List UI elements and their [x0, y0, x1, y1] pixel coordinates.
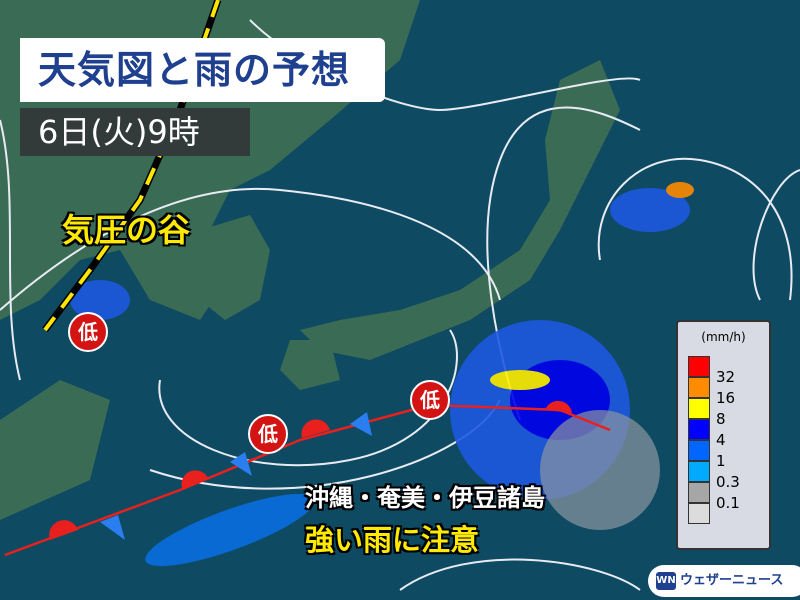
weathernews-logo: WN ウェザーニュース — [648, 565, 800, 597]
legend-swatch — [688, 419, 710, 440]
legend-tick-label: 8 — [716, 410, 726, 428]
trough-label: 気圧の谷 — [62, 211, 191, 249]
land-japan — [300, 60, 620, 360]
legend-tick-label: 0.3 — [716, 473, 740, 491]
warning-label: 強い雨に注意 — [305, 523, 480, 557]
legend-swatch — [688, 377, 710, 398]
low-pressure-marker: 低 — [410, 380, 450, 420]
legend-swatch — [688, 356, 710, 377]
rain-areas — [70, 182, 694, 567]
land-kyushu — [280, 340, 340, 390]
map-title: 天気図と雨の予想 — [20, 38, 385, 102]
front-symbols — [49, 400, 572, 540]
land-korea — [200, 215, 270, 320]
rain-legend: (mm/h) 32 16 8 4 1 0.3 0.1 — [676, 320, 771, 550]
low-pressure-marker: 低 — [68, 312, 108, 352]
legend-tick-label: 16 — [716, 389, 736, 407]
legend-swatch — [688, 440, 710, 461]
land-china-south — [0, 380, 110, 520]
isobars — [0, 19, 800, 591]
legend-unit: (mm/h) — [701, 330, 746, 344]
legend-swatch — [688, 482, 710, 503]
logo-text: ウェザーニュース — [680, 573, 784, 588]
legend-tick-label: 1 — [716, 452, 726, 470]
legend-swatch — [688, 461, 710, 482]
logo-mark: WN — [656, 572, 676, 590]
legend-swatch — [688, 398, 710, 419]
legend-tick-label: 4 — [716, 431, 726, 449]
area-label: 沖縄・奄美・伊豆諸島 — [305, 484, 545, 512]
legend-tick-label: 32 — [716, 368, 736, 386]
forecast-time: 6日(火)9時 — [20, 108, 250, 156]
low-pressure-marker: 低 — [248, 414, 288, 454]
legend-swatch — [688, 503, 710, 524]
legend-tick-label: 0.1 — [716, 494, 740, 512]
